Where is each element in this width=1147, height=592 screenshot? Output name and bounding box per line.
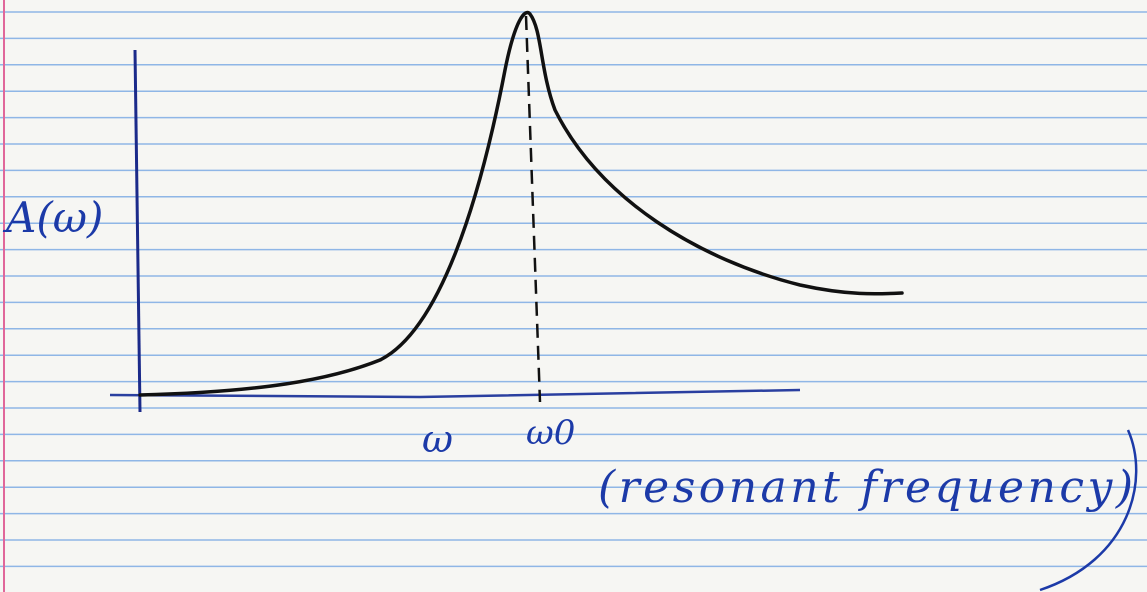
page: A(ω) ω ω0 (resonant frequency) (() => { …	[0, 0, 1147, 592]
y-axis-label: A(ω)	[2, 193, 103, 242]
x-label: ω	[422, 417, 453, 461]
notebook-page: A(ω) ω ω0 (resonant frequency)	[0, 0, 1147, 592]
x-label: ω0	[526, 413, 575, 453]
annotation: (resonant frequency)	[598, 462, 1133, 513]
